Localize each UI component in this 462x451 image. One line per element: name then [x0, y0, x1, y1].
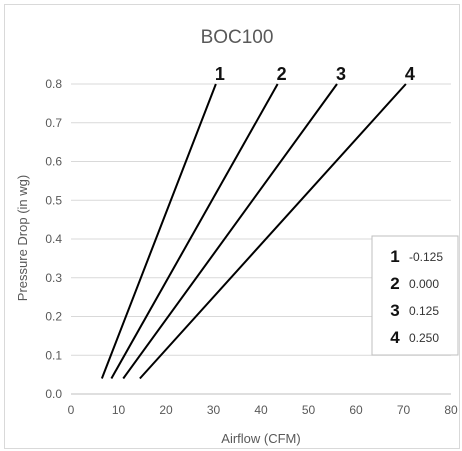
chart-frame [4, 4, 460, 449]
series-line-3 [122, 83, 338, 380]
series-end-label: 2 [277, 64, 287, 84]
x-tick-labels: 0 10 20 30 40 50 60 70 80 [68, 403, 458, 417]
chart-title: BOC100 [201, 27, 274, 48]
legend-entry-value: 0.000 [409, 277, 439, 291]
legend: 1 -0.125 2 0.000 3 0.125 4 0.250 [371, 235, 459, 356]
x-tick-label: 40 [254, 403, 268, 417]
x-tick-label: 50 [302, 403, 316, 417]
x-tick-label: 20 [159, 403, 173, 417]
legend-entry-number: 4 [390, 328, 400, 347]
x-tick-label: 0 [68, 403, 75, 417]
x-tick-label: 30 [207, 403, 221, 417]
legend-entry-number: 2 [390, 274, 399, 293]
series-line-2 [110, 83, 279, 379]
series-end-label: 4 [405, 64, 415, 84]
series-line-4 [139, 83, 407, 380]
x-axis-label: Airflow (CFM) [221, 431, 300, 446]
series-end-label: 1 [215, 64, 225, 84]
grid-layer [71, 83, 451, 395]
y-tick-label: 0.6 [45, 155, 62, 169]
y-tick-label: 0.2 [45, 310, 62, 324]
legend-entry-value: 0.250 [409, 331, 439, 345]
legend-entry-value: 0.125 [409, 304, 439, 318]
legend-entry-number: 1 [390, 247, 399, 266]
y-tick-label: 0.7 [45, 116, 62, 130]
legend-box [371, 235, 459, 356]
series-end-label: 3 [336, 64, 346, 84]
x-tick-label: 60 [349, 403, 363, 417]
y-axis-label: Pressure Drop (in wg) [15, 175, 30, 301]
y-tick-label: 0.4 [45, 232, 62, 246]
x-tick-label: 70 [397, 403, 411, 417]
y-tick-label: 0.1 [45, 348, 62, 362]
x-tick-label: 10 [112, 403, 126, 417]
y-tick-label: 0.8 [45, 77, 62, 91]
y-tick-label: 0.5 [45, 193, 62, 207]
y-tick-labels: 0.0 0.1 0.2 0.3 0.4 0.5 0.6 0.7 0.8 [45, 77, 62, 401]
y-tick-label: 0.3 [45, 271, 62, 285]
legend-entry-value: -0.125 [409, 250, 443, 264]
series-line-1 [100, 83, 217, 379]
y-tick-label: 0.0 [45, 387, 62, 401]
x-tick-label: 80 [444, 403, 458, 417]
legend-entry-number: 3 [390, 301, 399, 320]
series-layer: 1 2 3 4 [100, 64, 415, 380]
